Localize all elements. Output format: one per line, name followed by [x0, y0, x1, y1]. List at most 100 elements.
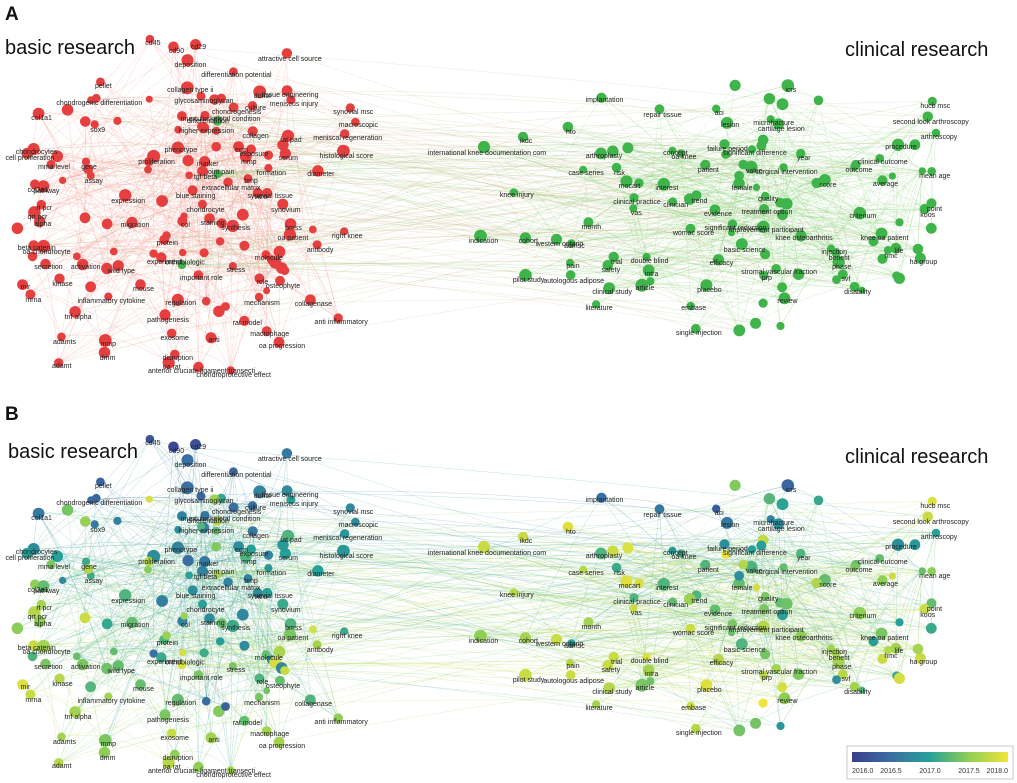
network-edge	[104, 147, 179, 353]
keyword-node	[170, 749, 180, 760]
network-edge	[32, 635, 481, 657]
network-edge	[751, 532, 937, 568]
network-edge	[32, 167, 269, 257]
keyword-node	[34, 215, 46, 228]
keyword-node	[895, 218, 904, 227]
network-edge	[714, 164, 856, 211]
network-edge	[718, 98, 770, 260]
keyword-label: value	[746, 168, 763, 175]
keyword-label: treatment option	[742, 609, 793, 616]
keyword-label: beta catenin	[18, 645, 56, 652]
keyword-node	[728, 629, 735, 637]
keyword-label: single injection	[676, 730, 722, 737]
keyword-node	[196, 91, 206, 101]
network-edge	[202, 604, 339, 719]
network-edge	[567, 526, 860, 614]
network-edge	[74, 253, 154, 313]
network-edge	[203, 127, 231, 371]
keyword-label: oa rat	[163, 364, 181, 371]
keyword-label: deposition	[175, 62, 207, 69]
network-edge	[26, 553, 345, 632]
keyword-label: pellet	[95, 83, 112, 90]
network-edge	[267, 163, 706, 194]
keyword-node	[126, 616, 138, 629]
network-edge	[204, 160, 673, 203]
keyword-label: macroscopic	[339, 122, 379, 129]
keyword-node	[837, 669, 848, 680]
keyword-node	[832, 275, 841, 285]
network-edge	[571, 180, 883, 244]
network-edge	[317, 244, 696, 330]
network-edge	[181, 663, 785, 699]
network-edge	[26, 553, 115, 652]
network-edge	[140, 632, 732, 685]
network-edge	[67, 109, 199, 368]
network-edge	[245, 554, 639, 584]
keyword-node	[281, 48, 293, 59]
keyword-label: dmm	[100, 355, 116, 362]
network-edge	[174, 750, 231, 771]
network-edge	[770, 119, 839, 263]
network-edge	[125, 195, 572, 244]
keyword-label: trend	[691, 198, 707, 205]
network-edge	[917, 170, 923, 250]
keyword-label: formation	[257, 570, 286, 577]
network-edge	[166, 635, 245, 721]
network-edge	[90, 100, 183, 253]
keyword-node	[792, 668, 805, 680]
keyword-label: phase	[832, 264, 851, 271]
keyword-label: culture	[245, 505, 266, 512]
keyword-label: phenotype	[164, 547, 197, 554]
keyword-node	[312, 640, 322, 650]
keyword-node	[54, 673, 65, 684]
network-edge	[58, 228, 691, 364]
keyword-label: ecm	[235, 547, 248, 554]
keyword-label: article	[636, 285, 655, 292]
network-edge	[750, 567, 781, 727]
network-edge	[513, 592, 921, 659]
keyword-label: mmp	[241, 159, 257, 166]
network-edge	[178, 529, 634, 609]
network-edge	[117, 120, 172, 334]
keyword-label: adamt	[52, 763, 72, 770]
network-edge	[316, 244, 339, 319]
network-edge	[633, 549, 752, 598]
network-edge	[680, 553, 932, 629]
keyword-label: regulation	[165, 700, 196, 707]
keyword-label: cohort	[519, 638, 539, 645]
keyword-node	[668, 546, 677, 555]
network-edge	[600, 153, 897, 249]
keyword-node	[171, 541, 184, 554]
network-edge	[149, 439, 311, 700]
keyword-label: double blind	[631, 658, 669, 665]
keyword-label: clinical outcome	[858, 159, 908, 166]
keyword-label: cd29	[191, 444, 206, 451]
keyword-node	[607, 545, 619, 557]
keyword-node	[611, 162, 622, 173]
keyword-node	[813, 495, 824, 506]
keyword-label: mma level	[38, 164, 70, 171]
keyword-node	[204, 613, 215, 624]
keyword-node	[181, 54, 194, 67]
keyword-label: kinase	[52, 281, 72, 288]
network-edge	[149, 99, 167, 236]
network-edge	[32, 637, 318, 657]
keyword-node	[277, 139, 289, 151]
network-edge	[26, 152, 193, 191]
keyword-label: pathogenesis	[147, 317, 189, 324]
keyword-node	[273, 645, 286, 658]
network-edge	[181, 263, 785, 299]
network-edge	[57, 498, 150, 557]
network-edge	[43, 39, 151, 247]
network-edge	[76, 256, 781, 327]
network-edge	[187, 560, 234, 627]
network-edge	[233, 106, 289, 136]
network-edge	[39, 170, 318, 222]
network-edge	[659, 508, 837, 680]
keyword-label: expression	[111, 598, 145, 605]
network-edge	[646, 223, 733, 258]
keyword-label: benefit	[829, 655, 850, 662]
network-edge	[275, 262, 764, 304]
keyword-label: joint pain	[205, 169, 234, 176]
